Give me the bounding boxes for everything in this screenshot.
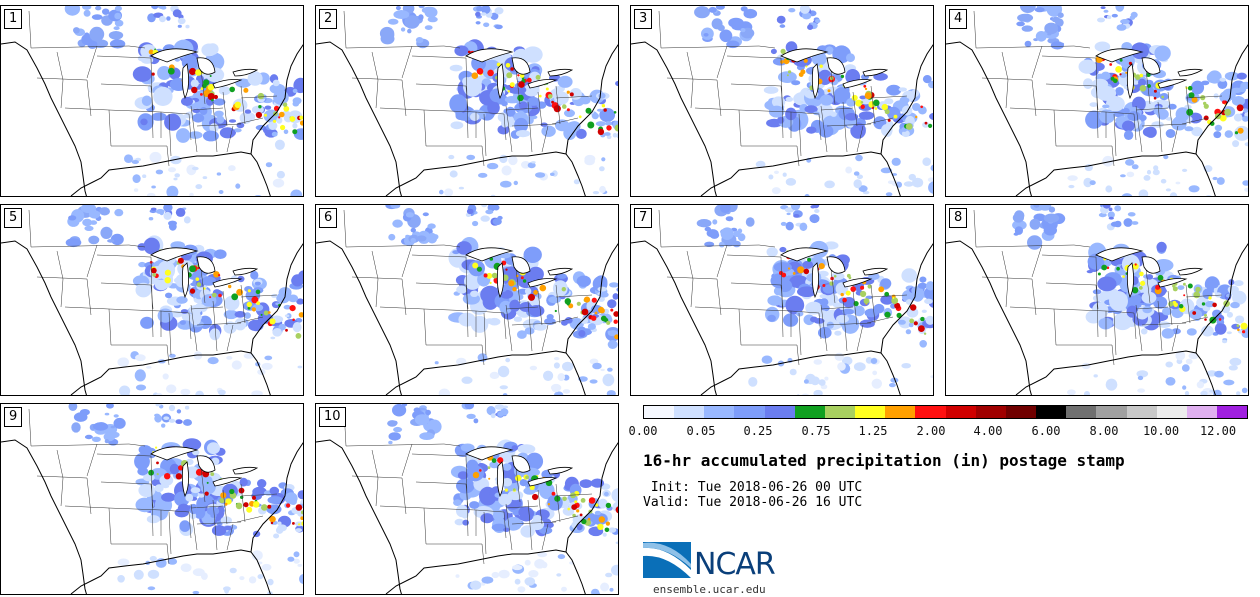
colorbar-segment <box>734 406 765 418</box>
logo-url: ensemble.ucar.edu <box>653 583 766 596</box>
colorbar-tick-label: 10.00 <box>1142 424 1180 438</box>
colorbar-tick-label: 2.00 <box>916 424 946 438</box>
precipitation-map <box>316 6 618 196</box>
colorbar-tick-label: 0.75 <box>801 424 831 438</box>
member-number-label: 8 <box>949 208 968 228</box>
ensemble-member-panel: 5 <box>0 204 304 396</box>
ensemble-member-panel: 10 <box>315 403 619 595</box>
ensemble-member-panel: 9 <box>0 403 304 595</box>
colorbar-tick-label: 4.00 <box>973 424 1003 438</box>
figure-title: 16-hr accumulated precipitation (in) pos… <box>643 451 1125 470</box>
colorbar-segment <box>975 406 1006 418</box>
ensemble-member-panel: 1 <box>0 5 304 197</box>
colorbar-tick-label: 6.00 <box>1031 424 1061 438</box>
precipitation-map <box>1 6 303 196</box>
ncar-logo-icon <box>643 542 691 578</box>
colorbar-segment <box>764 406 795 418</box>
member-number-label: 2 <box>319 9 338 29</box>
init-time: Init: Tue 2018-06-26 00 UTC <box>643 480 863 495</box>
member-number-label: 5 <box>4 208 23 228</box>
ensemble-member-panel: 4 <box>945 5 1249 197</box>
colorbar-segment <box>1126 406 1157 418</box>
precipitation-map <box>631 6 933 196</box>
colorbar-segment <box>1186 406 1217 418</box>
colorbar-segment <box>674 406 705 418</box>
colorbar-tick-label: 1.25 <box>858 424 888 438</box>
member-number-label: 4 <box>949 9 968 29</box>
precipitation-map <box>1 205 303 395</box>
ncar-logo-text: NCAR <box>694 547 776 582</box>
precipitation-map <box>316 205 618 395</box>
colorbar-segment <box>704 406 735 418</box>
colorbar-segment <box>1096 406 1127 418</box>
member-number-label: 1 <box>4 9 23 29</box>
colorbar-tick-label: 0.00 <box>628 424 658 438</box>
precipitation-map <box>1 404 303 594</box>
colorbar-tick-label: 0.25 <box>743 424 773 438</box>
colorbar-segment <box>945 406 976 418</box>
colorbar-segment <box>855 406 886 418</box>
colorbar-segment <box>794 406 825 418</box>
precipitation-map <box>316 404 618 594</box>
colorbar-segment <box>1005 406 1037 418</box>
colorbar-segment <box>885 406 916 418</box>
member-number-label: 9 <box>4 407 23 427</box>
member-number-label: 6 <box>319 208 338 228</box>
valid-time: Valid: Tue 2018-06-26 16 UTC <box>643 495 863 510</box>
precipitation-colorbar <box>643 405 1248 419</box>
ensemble-member-panel: 3 <box>630 5 934 197</box>
colorbar-segment <box>915 406 946 418</box>
ensemble-member-panel: 6 <box>315 204 619 396</box>
colorbar-segment <box>824 406 856 418</box>
colorbar-segment <box>644 406 675 418</box>
ensemble-member-panel: 8 <box>945 204 1249 396</box>
ensemble-member-panel: 7 <box>630 204 934 396</box>
colorbar-tick-label: 8.00 <box>1089 424 1119 438</box>
precipitation-map <box>946 205 1248 395</box>
member-number-label: 3 <box>634 9 653 29</box>
colorbar-tick-label: 0.05 <box>686 424 716 438</box>
colorbar-tick-label: 12.00 <box>1199 424 1237 438</box>
precipitation-map <box>631 205 933 395</box>
colorbar-segment <box>1216 406 1248 418</box>
ensemble-member-panel: 2 <box>315 5 619 197</box>
colorbar-segment <box>1066 406 1097 418</box>
member-number-label: 10 <box>319 407 346 427</box>
colorbar-segment <box>1036 406 1067 418</box>
precipitation-map <box>946 6 1248 196</box>
colorbar-segment <box>1156 406 1187 418</box>
member-number-label: 7 <box>634 208 653 228</box>
